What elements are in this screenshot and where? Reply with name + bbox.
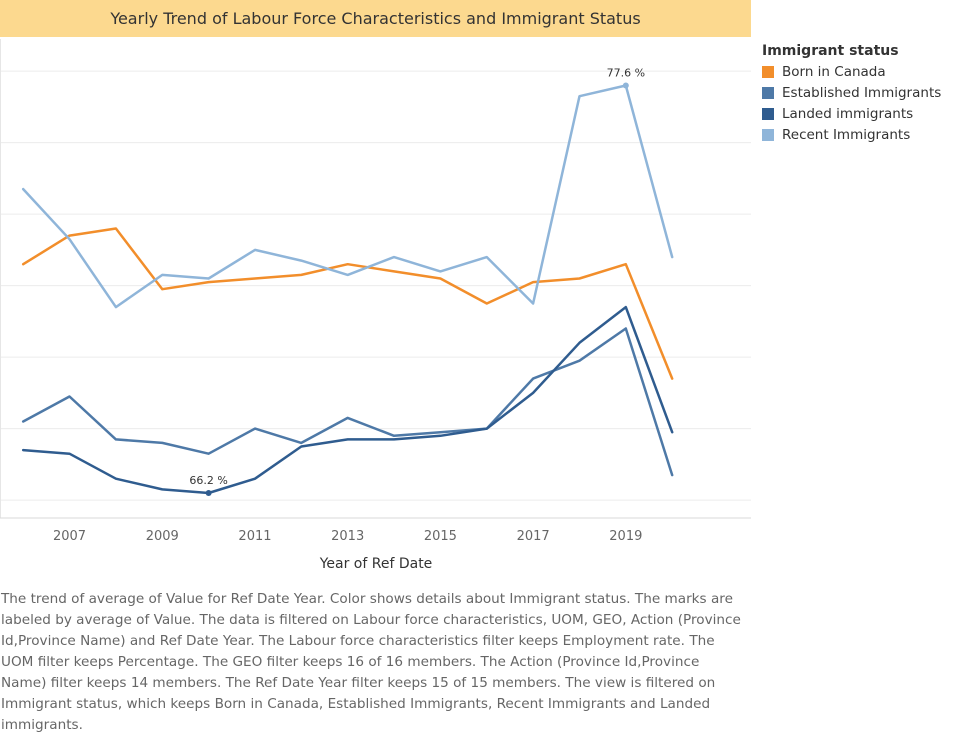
legend-item[interactable]: Recent Immigrants (762, 124, 941, 145)
line-chart[interactable]: 2007 2009 2011 2013 2015 2017 2019 Year of Ref … (0, 37, 751, 582)
series-line-recent-immigrants[interactable] (21, 84, 674, 309)
x-axis-title: Year of Ref Date (319, 556, 433, 572)
x-tick-label: 2007 (53, 529, 86, 544)
legend-item[interactable]: Landed immigrants (762, 103, 941, 124)
data-point-marker[interactable] (622, 82, 629, 89)
legend-swatch (762, 107, 774, 120)
series-line-born-in-canada[interactable] (21, 227, 674, 380)
series-line-established-immigrants[interactable] (21, 327, 674, 477)
legend-title: Immigrant status (762, 43, 899, 59)
x-tick-label: 2019 (609, 529, 642, 544)
legend-label: Established Immigrants (782, 84, 942, 101)
legend-items: Born in Canada Established Immigrants Land… (762, 61, 941, 145)
x-tick-label: 2015 (424, 529, 457, 544)
data-point-marker[interactable] (205, 489, 212, 496)
legend-swatch (762, 128, 774, 141)
data-label: 66.2 % (189, 474, 227, 487)
legend-label: Recent Immigrants (782, 126, 911, 143)
x-tick-label: 2009 (146, 529, 179, 544)
x-tick-label: 2011 (238, 529, 271, 544)
chart-title-bar: Yearly Trend of Labour Force Characteris… (0, 0, 751, 37)
series-line-landed-immigrants[interactable] (21, 305, 674, 495)
data-label: 77.6 % (607, 66, 645, 79)
chart-caption: The trend of average of Value for Ref Da… (1, 591, 741, 733)
chart-title: Yearly Trend of Labour Force Characteris… (110, 9, 641, 28)
legend-swatch (762, 65, 774, 78)
legend-item[interactable]: Born in Canada (762, 61, 941, 82)
legend-item[interactable]: Established Immigrants (762, 82, 941, 103)
legend-label: Landed immigrants (782, 105, 914, 122)
x-tick-label: 2013 (331, 529, 364, 544)
legend-label: Born in Canada (782, 63, 886, 80)
x-tick-label: 2017 (517, 529, 550, 544)
legend-swatch (762, 86, 774, 99)
legend[interactable]: Immigrant status Born in Canada Establish… (762, 43, 941, 145)
